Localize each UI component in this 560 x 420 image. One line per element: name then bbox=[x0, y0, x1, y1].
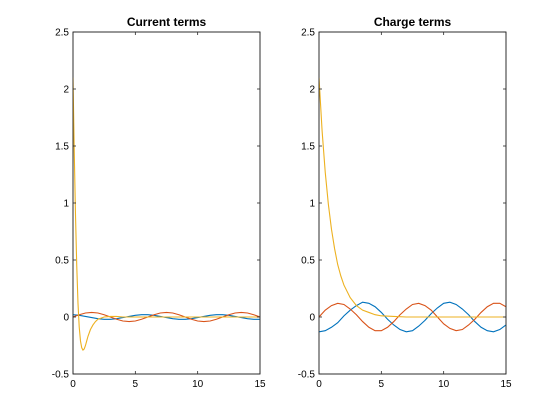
current-terms-series-yellow-line bbox=[73, 77, 260, 351]
charge-terms-x-tick-label: 15 bbox=[500, 379, 512, 390]
charge-terms-y-tick-label: 2 bbox=[309, 85, 315, 96]
current-terms-series-orange-line bbox=[73, 311, 260, 323]
current-terms-title: Current terms bbox=[127, 15, 207, 29]
current-terms-x-tick-label: 10 bbox=[192, 379, 204, 390]
charge-terms-y-tick-label: 1 bbox=[309, 199, 315, 210]
current-terms-y-tick-label: 1 bbox=[63, 199, 69, 210]
current-terms-y-tick-label: 2 bbox=[63, 85, 69, 96]
charge-terms-y-tick-label: -0.5 bbox=[298, 370, 316, 381]
current-terms-x-tick-label: 0 bbox=[70, 379, 76, 390]
current-terms-y-tick-label: 0 bbox=[63, 313, 69, 324]
charge-terms-series-yellow-line bbox=[319, 77, 506, 318]
current-terms-y-tick-label: -0.5 bbox=[52, 370, 70, 381]
charge-terms-y-tick-label: 0 bbox=[309, 313, 315, 324]
current-terms-y-tick-label: 1.5 bbox=[55, 142, 69, 153]
charge-terms-title: Charge terms bbox=[374, 15, 452, 29]
charge-terms-y-tick-label: 1.5 bbox=[301, 142, 315, 153]
charge-terms-y-tick-label: 2.5 bbox=[301, 28, 315, 39]
current-terms-x-tick-label: 5 bbox=[133, 379, 139, 390]
charge-terms-x-tick-label: 0 bbox=[316, 379, 322, 390]
charge-terms-x-tick-label: 10 bbox=[438, 379, 450, 390]
charge-terms-series-orange-line bbox=[319, 302, 506, 332]
current-terms-x-tick-label: 15 bbox=[254, 379, 266, 390]
current-terms-plot-area bbox=[72, 31, 261, 375]
charge-terms-series-blue-line bbox=[319, 301, 506, 333]
charge-terms-x-tick-label: 5 bbox=[379, 379, 385, 390]
current-terms-y-tick-label: 2.5 bbox=[55, 28, 69, 39]
charge-terms-y-tick-label: 0.5 bbox=[301, 256, 315, 267]
charge-terms-plot-area bbox=[318, 31, 507, 375]
current-terms-y-tick-label: 0.5 bbox=[55, 256, 69, 267]
